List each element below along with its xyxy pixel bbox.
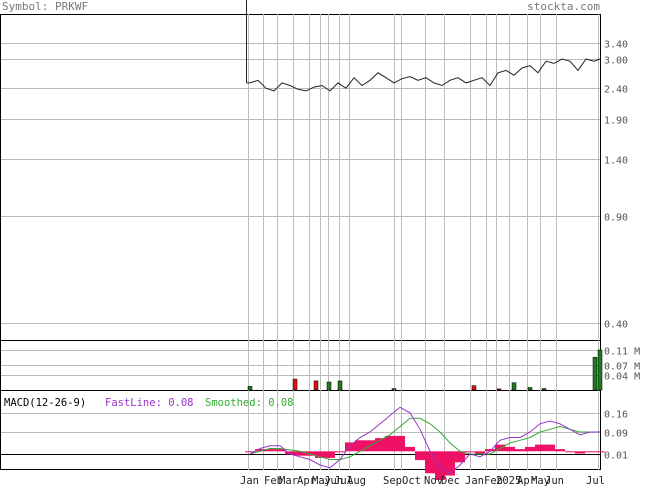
axis-labels: 3.40 3.00 2.40 1.90 1.40 0.90 0.40 0.11 M 0.07 M… (240, 40, 640, 486)
volume-bar (496, 388, 502, 391)
price-line (246, 58, 601, 92)
macd-histogram-bar (545, 444, 555, 452)
macd-histogram-bar (315, 451, 325, 458)
price-panel-border (0, 14, 601, 341)
macd-histogram-bar (475, 451, 485, 454)
volume-tick-label: 0.11 M (604, 347, 640, 358)
price-tick-label: 2.40 (604, 85, 628, 96)
macd-histogram-bar (535, 444, 545, 452)
price-tick-label: 3.40 (604, 40, 628, 51)
x-tick-label: Feb (264, 475, 283, 486)
macd-histogram-bar (285, 451, 295, 455)
x-tick-label: Apr (517, 475, 536, 486)
volume-bar (313, 380, 319, 391)
macd-histogram-bar (375, 438, 385, 452)
macd-tick-label: 0.09 (604, 429, 628, 440)
x-tick-label: Nov (424, 475, 443, 486)
symbol-label: Symbol: PRKWF (2, 0, 89, 13)
volume-bar (326, 381, 332, 391)
macd-histogram-bar (595, 451, 605, 453)
macd-panel-border (0, 390, 601, 470)
macd-histogram-bar (245, 451, 255, 453)
volume-bar (292, 378, 298, 391)
macd-histogram-bar (485, 449, 495, 452)
x-tick-label: Apr (297, 475, 316, 486)
macd-histogram-bar (385, 435, 395, 452)
macd-histogram-bar (455, 451, 465, 463)
price-tick-label: 0.90 (604, 213, 628, 224)
macd-histogram-bar (585, 451, 595, 453)
macd-histogram-bar (255, 449, 265, 452)
macd-histogram-bar (295, 451, 305, 456)
price-tick-label: 1.90 (604, 116, 628, 127)
macd-histogram-bar (575, 451, 585, 454)
macd-histogram-bar (405, 446, 415, 452)
volume-bar (247, 386, 253, 391)
macd-tick-label: 0.16 (604, 410, 628, 421)
x-tick-label: Jan (240, 475, 259, 486)
macd-histogram-bar (565, 451, 575, 453)
macd-fast-line (249, 406, 600, 474)
volume-bar (541, 388, 547, 391)
price-tick-label: 3.00 (604, 56, 628, 67)
macd-panel (1, 406, 605, 480)
x-tick-label: May (531, 475, 550, 486)
macd-histogram-bar (435, 451, 445, 480)
macd-histogram-bar (345, 442, 355, 452)
x-tick-label: Jun (545, 475, 564, 486)
macd-histogram-bar (395, 435, 405, 452)
volume-panel (247, 349, 603, 391)
macd-tick-label: 0.01 (604, 451, 628, 462)
macd-histogram-bar (495, 444, 505, 452)
macd-title: MACD(12-26-9) (4, 397, 86, 409)
price-tick-label: 1.40 (604, 156, 628, 167)
x-tick-label: 2025 (496, 475, 521, 486)
chart-grid (1, 14, 600, 470)
volume-bar (511, 382, 517, 391)
x-tick-label: Jul (334, 475, 353, 486)
macd-histogram-bar (265, 449, 275, 452)
volume-bar (527, 387, 533, 391)
x-tick-label: Jan (465, 475, 484, 486)
x-tick-label: Dec (441, 475, 460, 486)
x-tick-label: Jul (586, 475, 605, 486)
price-panel (246, 0, 601, 92)
x-tick-label: Aug (347, 475, 366, 486)
macd-histogram-bar (425, 451, 435, 474)
macd-smoothed-label: Smoothed: 0.08 (205, 397, 294, 409)
x-tick-label: Sep (383, 475, 402, 486)
x-tick-label: Oct (402, 475, 421, 486)
macd-histogram-bar (335, 451, 345, 453)
macd-fast-label: FastLine: 0.08 (105, 397, 194, 409)
x-tick-label: Feb (484, 475, 503, 486)
macd-histogram-bar (525, 446, 535, 452)
volume-bar (471, 385, 477, 391)
macd-histogram-bar (415, 451, 425, 461)
macd-histogram-bar (555, 449, 565, 452)
volume-bar (391, 388, 397, 391)
macd-smoothed-line (249, 417, 600, 460)
volume-tick-label: 0.04 M (604, 372, 640, 383)
macd-histogram-bar (515, 449, 525, 452)
volume-bar (592, 357, 598, 391)
x-tick-label: Jun (324, 475, 343, 486)
chart-frame (0, 14, 601, 470)
macd-histogram-bar (505, 446, 515, 452)
volume-tick-label: 0.07 M (604, 362, 640, 373)
macd-histogram-bar (325, 451, 335, 458)
site-label[interactable]: stockta.com (527, 0, 600, 13)
volume-bar (337, 380, 343, 391)
volume-bar (597, 349, 603, 391)
x-tick-label: May (312, 475, 331, 486)
macd-histogram-bar (275, 449, 285, 452)
price-tick-label: 0.40 (604, 320, 628, 331)
x-tick-label: Mar (279, 475, 298, 486)
macd-histogram-bar (465, 451, 475, 453)
macd-histogram-bar (355, 440, 365, 452)
macd-histogram-bar (445, 451, 455, 476)
